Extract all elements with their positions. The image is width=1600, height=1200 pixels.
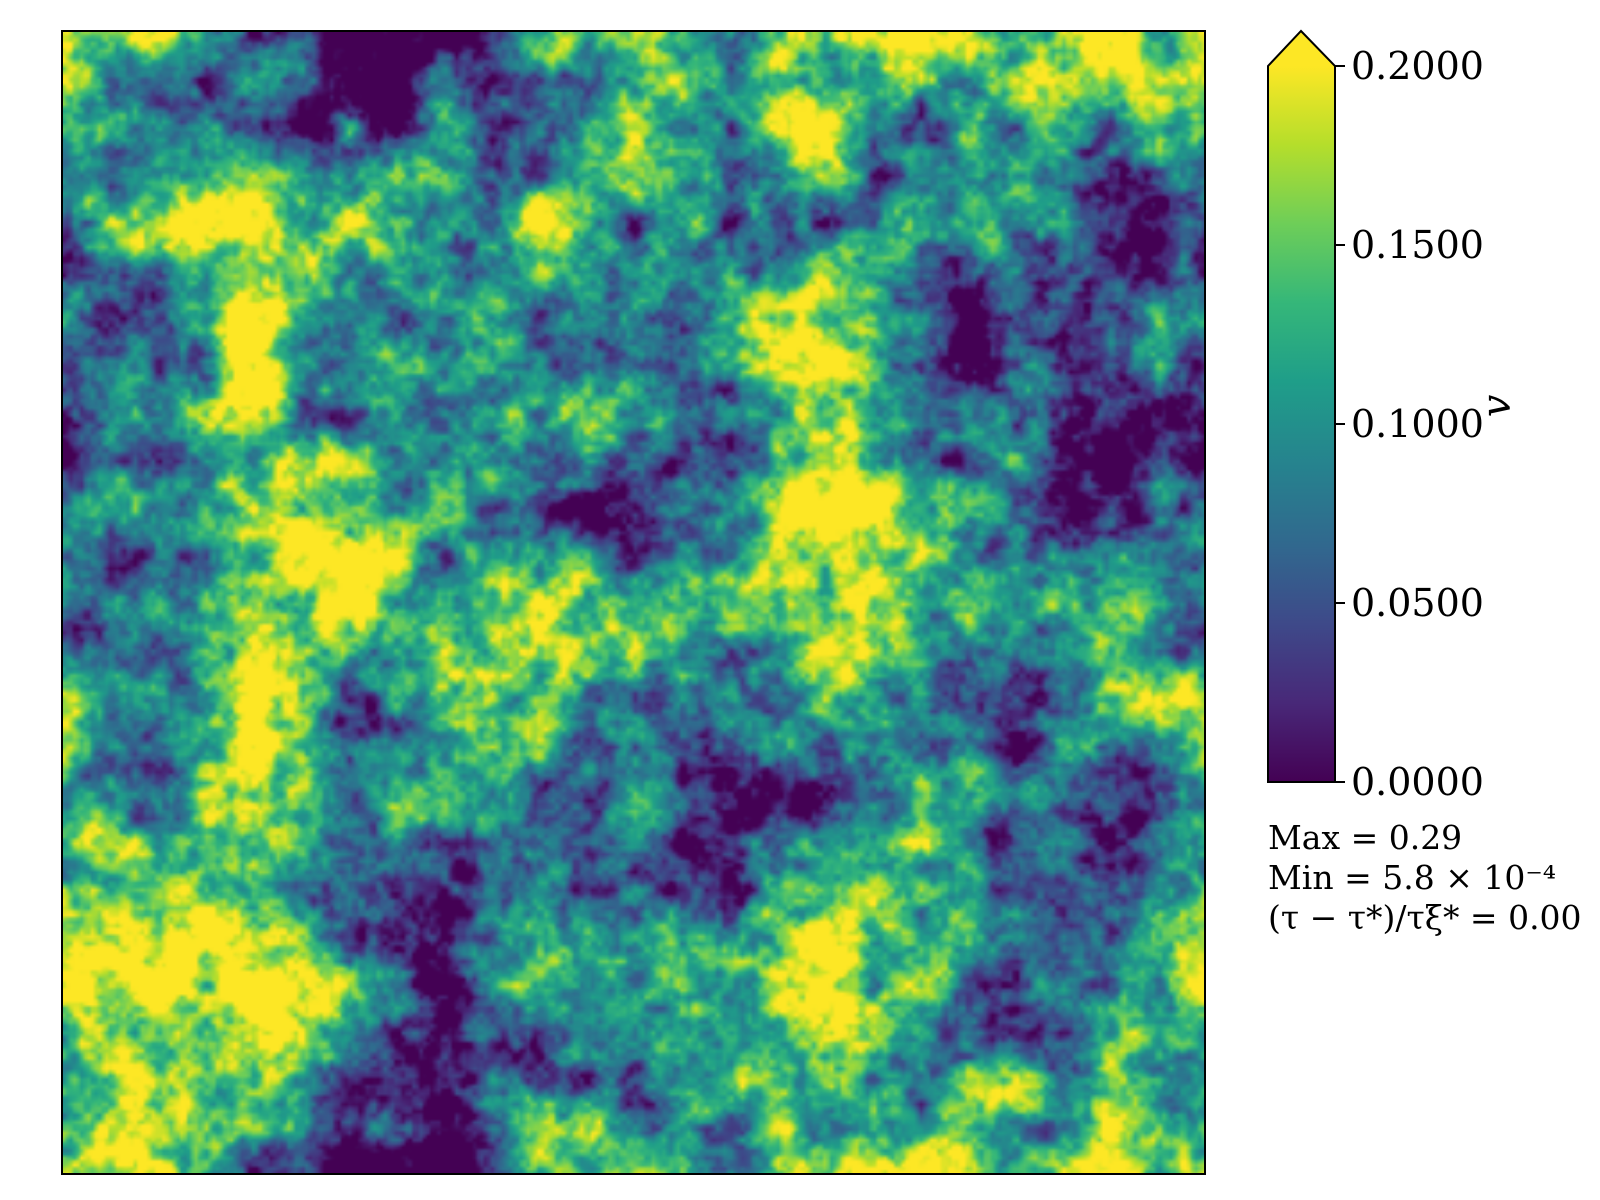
annotation-max: Max = 0.29: [1268, 818, 1463, 857]
colorbar-tick-label: 0.2000: [1351, 44, 1484, 88]
colorbar-outline: [1267, 29, 1336, 783]
colorbar-tick-label: 0.1000: [1351, 402, 1484, 446]
annotation-time: (τ − τ*)/τξ* = 0.00: [1268, 898, 1582, 937]
heatmap-field-image: [62, 31, 1205, 1174]
colorbar-gradient: [1268, 66, 1335, 782]
colorbar: 0.0000 0.0500 0.1000 0.1500 0.2000 v: [1267, 29, 1520, 804]
colorbar-extend-arrow: [1268, 31, 1335, 66]
annotation-min: Min = 5.8 × 10⁻⁴: [1268, 858, 1556, 897]
colorbar-ticks: 0.0000 0.0500 0.1000 0.1500 0.2000: [1335, 44, 1484, 804]
colorbar-label: v: [1474, 394, 1520, 417]
colorbar-tick-label: 0.0000: [1351, 760, 1484, 804]
colorbar-tick-label: 0.0500: [1351, 581, 1484, 625]
colorbar-tick-label: 0.1500: [1351, 223, 1484, 267]
heatmap-frame: [61, 30, 1206, 1175]
heatmap-area: [61, 30, 1206, 1175]
